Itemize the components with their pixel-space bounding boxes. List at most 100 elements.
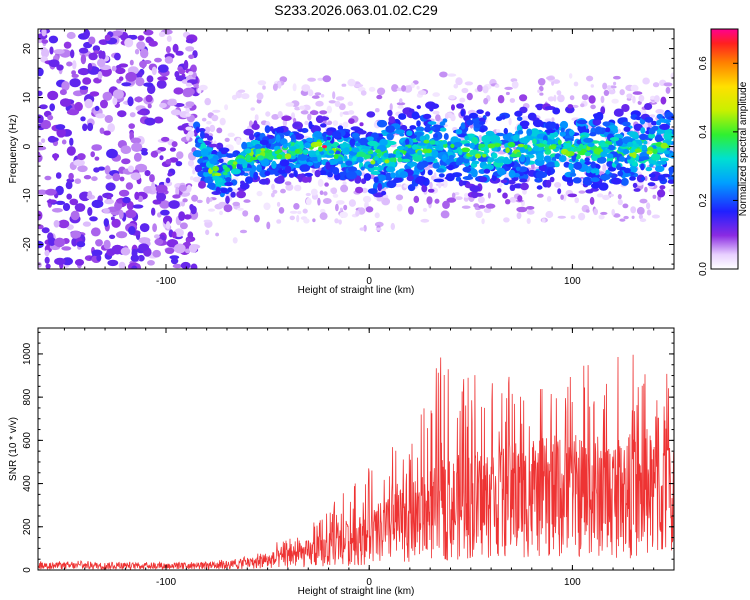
heatmap-cell bbox=[399, 98, 403, 104]
heatmap-cell bbox=[418, 90, 427, 96]
heatmap-cell bbox=[435, 114, 441, 122]
heatmap-cell bbox=[98, 50, 104, 59]
heatmap-cell bbox=[600, 151, 608, 158]
heatmap-cell bbox=[164, 247, 175, 254]
heatmap-cell bbox=[574, 197, 579, 204]
heatmap-cell bbox=[622, 203, 629, 209]
heatmap-cell bbox=[48, 35, 59, 44]
bottom-y-tick-label: 800 bbox=[22, 388, 33, 405]
heatmap-cell bbox=[250, 107, 255, 111]
heatmap-cell bbox=[442, 180, 448, 188]
heatmap-cell bbox=[175, 50, 184, 56]
heatmap-cell bbox=[305, 137, 314, 142]
heatmap-cell bbox=[322, 198, 332, 204]
heatmap-cell bbox=[332, 167, 340, 175]
heatmap-cell bbox=[324, 182, 329, 187]
heatmap-cell bbox=[328, 150, 335, 154]
heatmap-cell bbox=[187, 231, 194, 239]
heatmap-cell bbox=[454, 192, 460, 196]
heatmap-cell bbox=[202, 167, 211, 173]
heatmap-cell bbox=[482, 85, 489, 94]
heatmap-cell bbox=[347, 166, 358, 172]
heatmap-cell bbox=[236, 158, 246, 165]
heatmap-cell bbox=[103, 130, 111, 136]
heatmap-cell bbox=[250, 164, 257, 172]
heatmap-cell bbox=[515, 166, 521, 171]
heatmap-cell bbox=[503, 217, 510, 223]
heatmap-cell bbox=[69, 198, 79, 206]
heatmap-cell bbox=[186, 184, 192, 193]
heatmap-cell bbox=[611, 98, 619, 104]
heatmap-cell bbox=[481, 218, 485, 225]
heatmap-cell bbox=[154, 238, 164, 246]
heatmap-cell bbox=[455, 129, 463, 135]
colorbar-tick-label: 0.4 bbox=[698, 124, 709, 138]
heatmap-cell bbox=[299, 164, 311, 172]
heatmap-cell bbox=[447, 164, 454, 171]
heatmap-cell bbox=[332, 193, 339, 198]
heatmap-cell bbox=[632, 91, 643, 95]
heatmap-cell bbox=[351, 147, 360, 153]
heatmap-cell bbox=[133, 152, 142, 162]
heatmap-cell bbox=[425, 148, 432, 154]
heatmap-cell bbox=[359, 122, 364, 127]
heatmap-cell bbox=[307, 77, 316, 82]
heatmap-cell bbox=[191, 194, 199, 202]
heatmap-cell bbox=[173, 87, 184, 95]
heatmap-cell bbox=[406, 175, 414, 182]
heatmap-cell bbox=[433, 178, 445, 183]
heatmap-cell bbox=[494, 158, 505, 164]
heatmap-cell bbox=[304, 142, 309, 147]
heatmap-cell bbox=[502, 133, 511, 141]
heatmap-cell bbox=[660, 96, 667, 105]
heatmap-cell bbox=[183, 87, 195, 96]
heatmap-cell bbox=[651, 214, 661, 219]
heatmap-cell bbox=[130, 172, 141, 181]
heatmap-cell bbox=[526, 218, 531, 224]
heatmap-cell bbox=[343, 204, 348, 211]
heatmap-cell bbox=[308, 121, 313, 130]
heatmap-cell bbox=[558, 155, 567, 163]
heatmap-cell bbox=[277, 81, 282, 89]
heatmap-cell bbox=[648, 132, 656, 139]
heatmap-cell bbox=[411, 111, 420, 120]
heatmap-cell bbox=[634, 148, 642, 153]
spectrogram-frame bbox=[37, 28, 675, 270]
heatmap-cell bbox=[485, 111, 491, 117]
heatmap-cell bbox=[567, 104, 574, 109]
heatmap-cell bbox=[56, 128, 66, 138]
heatmap-cell bbox=[664, 129, 673, 134]
heatmap-cell bbox=[185, 113, 191, 117]
heatmap-cell bbox=[215, 186, 221, 194]
heatmap-cell bbox=[137, 110, 147, 115]
heatmap-cell bbox=[557, 215, 566, 219]
heatmap-cell bbox=[319, 110, 328, 115]
heatmap-cell bbox=[621, 104, 630, 112]
heatmap-cell bbox=[120, 247, 131, 256]
heatmap-cell bbox=[519, 94, 528, 102]
heatmap-cell bbox=[328, 100, 336, 104]
heatmap-cell bbox=[332, 91, 336, 100]
heatmap-cell bbox=[648, 173, 656, 178]
heatmap-cell bbox=[95, 239, 103, 247]
heatmap-cell bbox=[265, 111, 271, 117]
heatmap-cell bbox=[253, 120, 258, 129]
heatmap-cell bbox=[194, 164, 203, 173]
heatmap-cell bbox=[374, 156, 379, 161]
heatmap-cell bbox=[509, 184, 516, 191]
heatmap-cell bbox=[439, 121, 446, 126]
heatmap-cell bbox=[204, 176, 214, 184]
heatmap-cell bbox=[175, 186, 180, 197]
heatmap-cell bbox=[573, 147, 582, 152]
heatmap-cell bbox=[669, 144, 674, 152]
heatmap-cell bbox=[578, 212, 586, 221]
heatmap-cell bbox=[579, 143, 584, 149]
heatmap-cell bbox=[168, 200, 180, 209]
heatmap-cell bbox=[556, 90, 562, 96]
heatmap-cell bbox=[125, 182, 134, 190]
heatmap-cell bbox=[444, 112, 449, 120]
heatmap-cell bbox=[227, 132, 235, 137]
heatmap-cell bbox=[218, 158, 224, 164]
heatmap-cell bbox=[613, 75, 621, 80]
heatmap-cell bbox=[390, 172, 396, 179]
